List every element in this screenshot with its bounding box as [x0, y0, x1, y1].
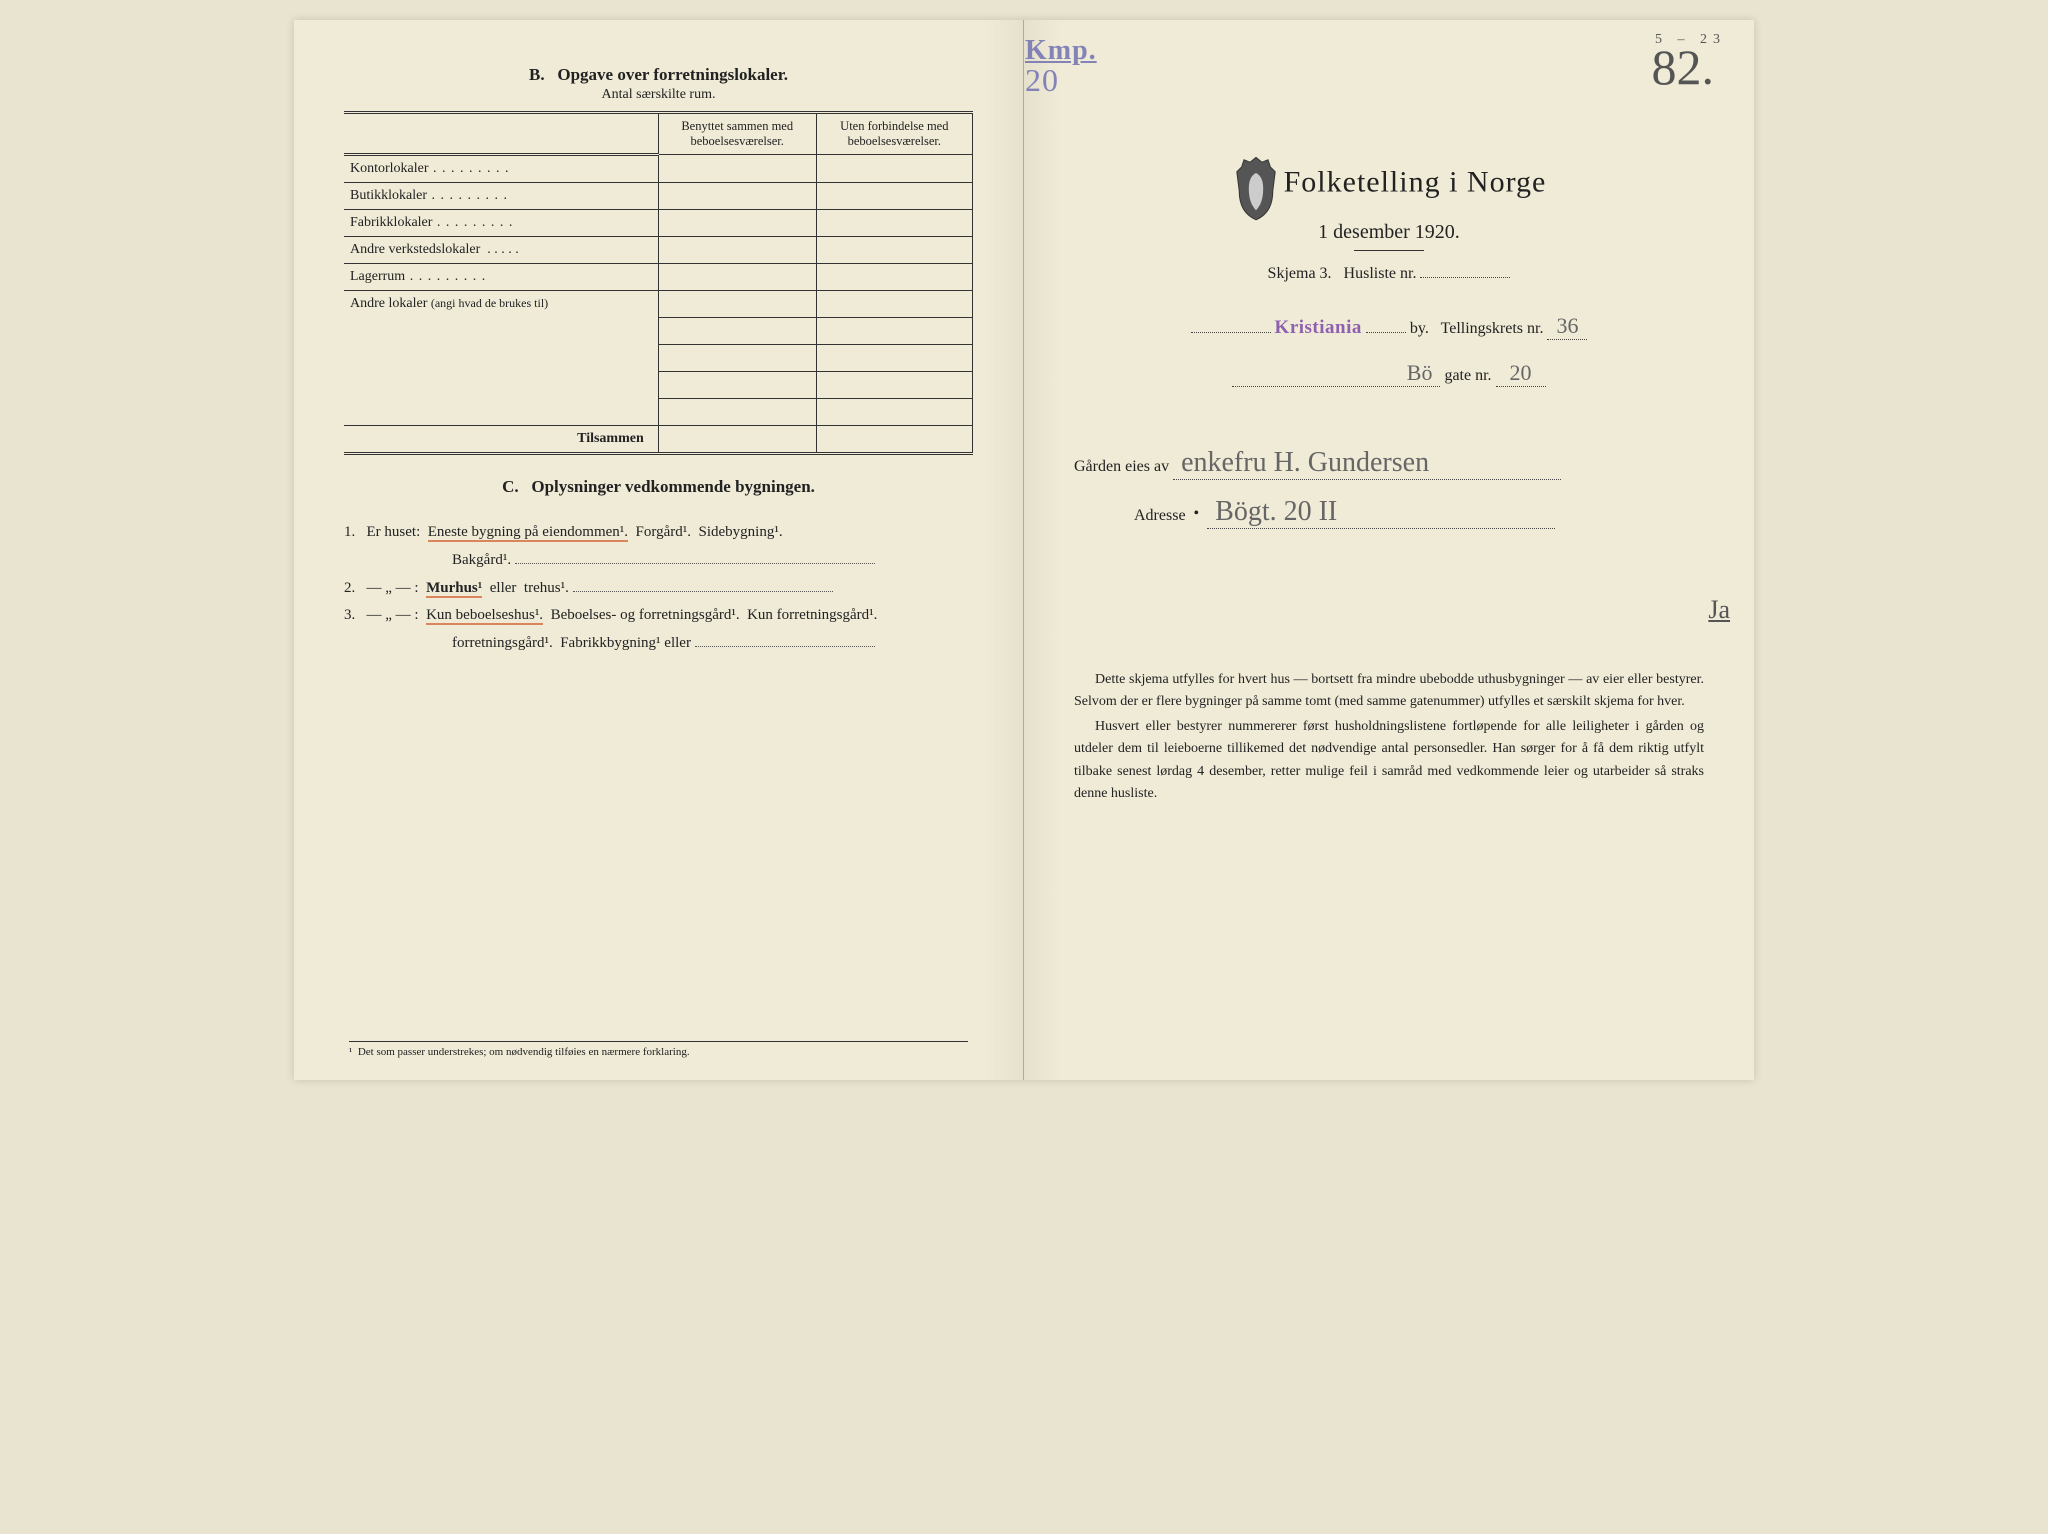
stamp-num: 20 [1025, 62, 1059, 99]
q3-num: 3. [344, 607, 355, 623]
husliste-value [1420, 277, 1510, 278]
coat-of-arms-icon [1232, 155, 1280, 221]
left-page: B. Opgave over forretningslokaler. Antal… [294, 20, 1024, 1080]
cell [658, 291, 816, 318]
th-col2: Uten forbindelse med beboelsesværelser. [816, 113, 972, 155]
cell [816, 210, 972, 237]
q1-opt-eneste: Eneste bygning på eiendommen¹. [428, 524, 628, 542]
handwritten-82: 82. [1652, 38, 1715, 96]
cell [658, 210, 816, 237]
section-b-subtitle: Antal særskilte rum. [344, 87, 973, 103]
city-line: Kristiania by. Tellingskrets nr. 36 [1074, 313, 1704, 340]
husliste-label: Husliste nr. [1344, 265, 1417, 282]
instruction-text: Dette skjema utfylles for hvert hus — bo… [1074, 669, 1704, 805]
census-date: 1 desember 1920. [1074, 221, 1704, 244]
q1-opt-forgard: Forgård¹. [636, 524, 691, 540]
q1-opt-sidebygning: Sidebygning¹. [699, 524, 783, 540]
q2-num: 2. [344, 580, 355, 596]
divider [1354, 250, 1424, 251]
right-page: 5 – 23 Kmp. 20 82. Folketelling i Norge … [1024, 20, 1754, 1080]
q2-lead: — „ — : [367, 580, 419, 596]
marginal-note: Ja [1708, 595, 1730, 625]
section-b-letter: B. [529, 65, 545, 84]
q3-opt-fabrikk: Fabrikkbygning¹ eller [560, 635, 691, 651]
cell [658, 155, 816, 183]
q3-opt-combo: Beboelses- og forretningsgård¹. [551, 607, 740, 623]
cell [816, 372, 972, 399]
footnote-marker: ¹ [349, 1046, 352, 1058]
q3-opt-forretning: Kun forretningsgård¹. [747, 607, 877, 623]
section-b-heading: B. Opgave over forretningslokaler. [344, 65, 973, 85]
section-c-body: 1. Er huset: Eneste bygning på eiendomme… [344, 519, 973, 658]
footnote: ¹ Det som passer understrekes; om nødven… [349, 1041, 968, 1058]
krets-value: 36 [1547, 313, 1587, 340]
city-stamp: Kristiania [1275, 317, 1362, 338]
cell [658, 318, 816, 345]
cell [658, 264, 816, 291]
cell [816, 264, 972, 291]
address-label: Adresse [1134, 507, 1186, 524]
gate-name: Bö [1232, 360, 1440, 387]
th-empty [344, 113, 658, 155]
cell [816, 426, 972, 454]
owner-label: Gården eies av [1074, 458, 1169, 475]
cell [816, 183, 972, 210]
cell [658, 345, 816, 372]
table-b: Benyttet sammen med beboelsesværelser. U… [344, 111, 973, 455]
q2-opt-trehus: trehus¹. [524, 580, 569, 596]
cell [816, 399, 972, 426]
instruction-p2: Husvert eller bestyrer nummererer først … [1074, 716, 1704, 806]
address-line: Adresse • Bögt. 20 II [1074, 496, 1704, 529]
owner-value: enkefru H. Gundersen [1173, 447, 1561, 480]
cell [816, 345, 972, 372]
cell [658, 399, 816, 426]
owner-line: Gården eies av enkefru H. Gundersen [1074, 447, 1704, 480]
row-butikk: Butikklokaler [344, 183, 658, 210]
cell [658, 237, 816, 264]
gate-label: gate nr. [1444, 367, 1491, 384]
section-c-title: Oplysninger vedkommende bygningen. [531, 477, 815, 496]
q1-opt-bakgard: Bakgård¹. [452, 552, 511, 568]
cell [658, 183, 816, 210]
row-fabrikk: Fabrikklokaler [344, 210, 658, 237]
q1-lead: Er huset: [367, 524, 421, 540]
cell [816, 155, 972, 183]
th-col1: Benyttet sammen med beboelsesværelser. [658, 113, 816, 155]
address-value: Bögt. 20 II [1207, 496, 1555, 529]
row-total: Tilsammen [344, 426, 658, 454]
row-kontor: Kontorlokaler [344, 155, 658, 183]
footnote-text: Det som passer understrekes; om nødvendi… [358, 1046, 690, 1058]
section-b-title: Opgave over forretningslokaler. [557, 65, 788, 84]
cell [816, 291, 972, 318]
q2-eller: eller [490, 580, 517, 596]
skjema-label: Skjema 3. [1268, 265, 1332, 282]
row-andre: Andre lokaler (angi hvad de brukes til) [344, 291, 658, 426]
cell [658, 372, 816, 399]
krets-label: Tellingskrets nr. [1441, 320, 1544, 337]
gate-nr: 20 [1496, 360, 1546, 387]
cell [658, 426, 816, 454]
document-spread: B. Opgave over forretningslokaler. Antal… [294, 20, 1754, 1080]
by-label: by. [1410, 320, 1429, 337]
cell [816, 237, 972, 264]
q3-opt-beboelse: Kun beboelseshus¹. [426, 607, 543, 625]
q3-lead: — „ — : [367, 607, 419, 623]
gate-line: Bö gate nr. 20 [1074, 360, 1704, 387]
instruction-p1: Dette skjema utfylles for hvert hus — bo… [1074, 669, 1704, 714]
row-lager: Lagerrum [344, 264, 658, 291]
main-title: Folketelling i Norge [1284, 166, 1547, 199]
q1-num: 1. [344, 524, 355, 540]
row-verksted: Andre verkstedslokaler . . . . . [344, 237, 658, 264]
section-c-heading: C. Oplysninger vedkommende bygningen. [344, 477, 973, 497]
q2-opt-murhus: Murhus¹ [426, 580, 482, 598]
cell [816, 318, 972, 345]
skjema-line: Skjema 3. Husliste nr. [1074, 265, 1704, 283]
section-c-letter: C. [502, 477, 519, 496]
title-block: Folketelling i Norge 1 desember 1920. Sk… [1074, 155, 1704, 283]
